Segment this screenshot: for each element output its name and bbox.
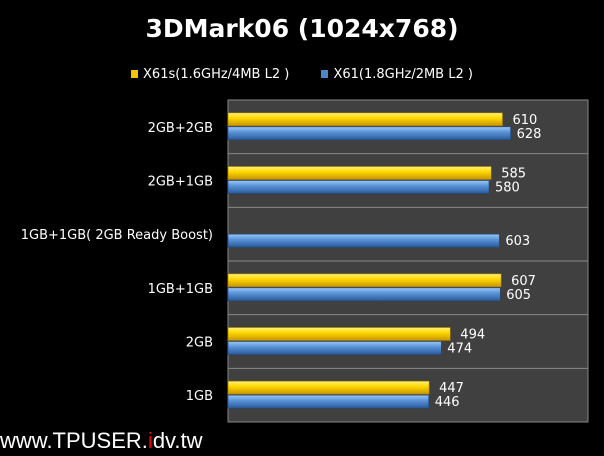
watermark: www.TPUSER.idv.tw [0,428,203,454]
data-label: 605 [506,288,531,303]
category-label: 2GB+1GB [148,175,213,190]
bar [227,166,492,180]
bar [227,180,490,194]
data-label: 446 [435,395,460,410]
data-label: 580 [495,181,520,196]
chart-title: 3DMark06 (1024x768) [145,14,459,43]
bar [227,380,430,395]
bar [227,112,503,127]
category-label: 2GB+2GB [148,121,213,136]
data-label: 474 [447,342,472,357]
data-label: 585 [501,167,526,182]
legend-item-x61: X61(1.8GHz/2MB L2 ) [321,67,473,82]
category-label: 1GB+1GB [148,282,213,297]
legend-swatch [131,70,139,78]
legend-label: X61(1.8GHz/2MB L2 ) [333,67,473,82]
legend-item-x61s: X61s(1.6GHz/4MB L2 ) [131,67,289,82]
bar [227,341,442,355]
data-label: 610 [513,113,538,128]
category-label: 2GB [186,336,213,351]
legend-swatch [321,70,329,78]
bar [227,233,500,248]
bar [227,287,501,302]
bar [227,394,429,409]
watermark-text-red: i [147,428,153,453]
data-label: 447 [439,381,464,396]
bar [227,126,511,141]
category-label: 1GB [186,389,213,404]
legend: X61s(1.6GHz/4MB L2 ) X61(1.8GHz/2MB L2 ) [0,67,604,82]
data-label: 628 [517,127,542,142]
watermark-text: dv.tw [152,428,203,453]
category-label: 1GB+1GB( 2GB Ready Boost) [21,228,213,243]
bar [227,327,451,341]
data-label: 603 [505,234,530,249]
watermark-text: www.TPUSER. [0,428,148,453]
bar [227,273,502,288]
data-label: 494 [460,328,485,343]
legend-label: X61s(1.6GHz/4MB L2 ) [143,67,290,82]
data-label: 607 [511,274,536,289]
